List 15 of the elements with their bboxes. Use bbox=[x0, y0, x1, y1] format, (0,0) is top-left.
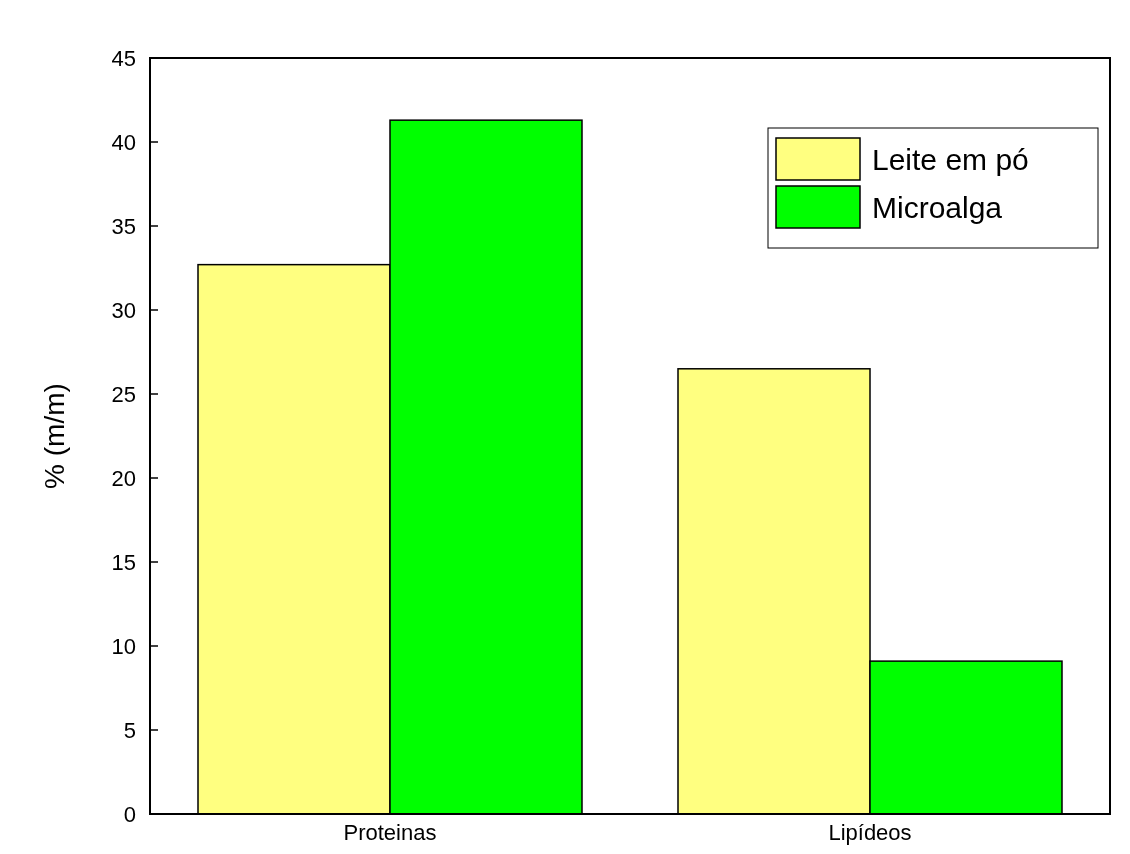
y-tick-label: 15 bbox=[111, 549, 136, 575]
y-tick-label: 10 bbox=[111, 633, 136, 659]
y-tick-label: 0 bbox=[123, 801, 136, 827]
legend-label: Leite em pó bbox=[872, 142, 1029, 176]
y-tick-label: 35 bbox=[111, 213, 136, 239]
y-tick-label: 30 bbox=[111, 297, 136, 323]
y-tick-label: 45 bbox=[111, 45, 136, 71]
y-tick-label: 20 bbox=[111, 465, 136, 491]
legend-label: Microalga bbox=[872, 190, 1003, 224]
y-tick-label: 40 bbox=[111, 129, 136, 155]
x-tick-label: Lipídeos bbox=[828, 820, 912, 845]
y-axis-title: % (m/m) bbox=[39, 383, 70, 489]
y-tick-label: 5 bbox=[123, 717, 136, 743]
x-tick-label: Proteinas bbox=[343, 820, 437, 845]
y-tick-label: 25 bbox=[111, 381, 136, 407]
